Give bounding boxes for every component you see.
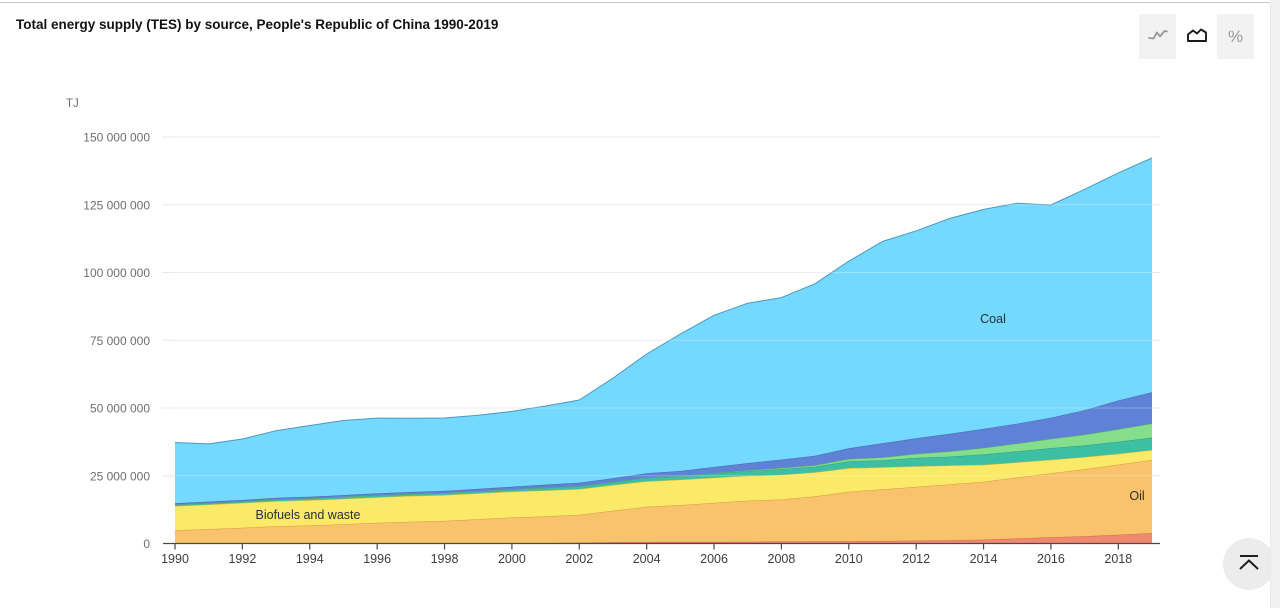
area-chart-icon [1185, 25, 1209, 48]
y-axis-tick-label: 0 [143, 537, 150, 551]
page-top-divider [0, 2, 1280, 3]
series-label-coal: Coal [980, 312, 1006, 326]
y-axis-tick-label: 50 000 000 [90, 402, 150, 416]
y-axis-tick-label: 150 000 000 [83, 131, 150, 145]
x-axis-tick-label: 2012 [902, 552, 930, 566]
x-axis-tick-label: 2008 [768, 552, 796, 566]
x-axis-tick-label: 2006 [700, 552, 728, 566]
x-axis-tick-label: 2014 [970, 552, 998, 566]
area-biofuels-and-waste[interactable] [175, 450, 1152, 531]
y-axis-tick-label: 100 000 000 [83, 266, 150, 280]
x-axis-tick-label: 1998 [431, 552, 459, 566]
x-axis-tick-label: 1992 [228, 552, 256, 566]
x-axis-tick-label: 2010 [835, 552, 863, 566]
x-axis-tick-label: 2016 [1037, 552, 1065, 566]
stacked-area-view-button[interactable] [1178, 14, 1215, 59]
x-axis-tick-label: 2018 [1104, 552, 1132, 566]
y-axis-tick-label: 25 000 000 [90, 469, 150, 483]
line-chart-icon [1146, 25, 1170, 48]
line-chart-view-button[interactable] [1139, 14, 1176, 59]
chart-view-toolbar: % [1139, 14, 1254, 59]
x-axis-tick-label: 1994 [296, 552, 324, 566]
scroll-to-top-icon [1236, 551, 1262, 578]
area-natural-gas[interactable] [175, 392, 1152, 505]
x-axis-tick-label: 2000 [498, 552, 526, 566]
area-border [174, 459, 1153, 531]
area-coal[interactable] [175, 157, 1152, 504]
percent-icon: % [1227, 26, 1244, 46]
x-axis-tick-label: 1996 [363, 552, 391, 566]
series-label-oil: Oil [1129, 489, 1144, 503]
area-border [174, 157, 1153, 445]
y-axis-tick-label: 75 000 000 [90, 334, 150, 348]
y-axis-unit-label: TJ [66, 98, 79, 110]
page-scrollbar[interactable] [1270, 0, 1280, 608]
scroll-to-top-button[interactable] [1223, 538, 1275, 590]
percentage-view-button[interactable]: % [1217, 14, 1254, 59]
x-axis-tick-label: 2002 [565, 552, 593, 566]
x-axis-tick-label: 2004 [633, 552, 661, 566]
x-axis-tick-label: 1990 [161, 552, 189, 566]
chart-title: Total energy supply (TES) by source, Peo… [16, 17, 499, 32]
area-oil[interactable] [175, 460, 1152, 544]
y-axis-tick-label: 125 000 000 [83, 198, 150, 212]
series-label-biofuels-and-waste: Biofuels and waste [256, 508, 361, 522]
